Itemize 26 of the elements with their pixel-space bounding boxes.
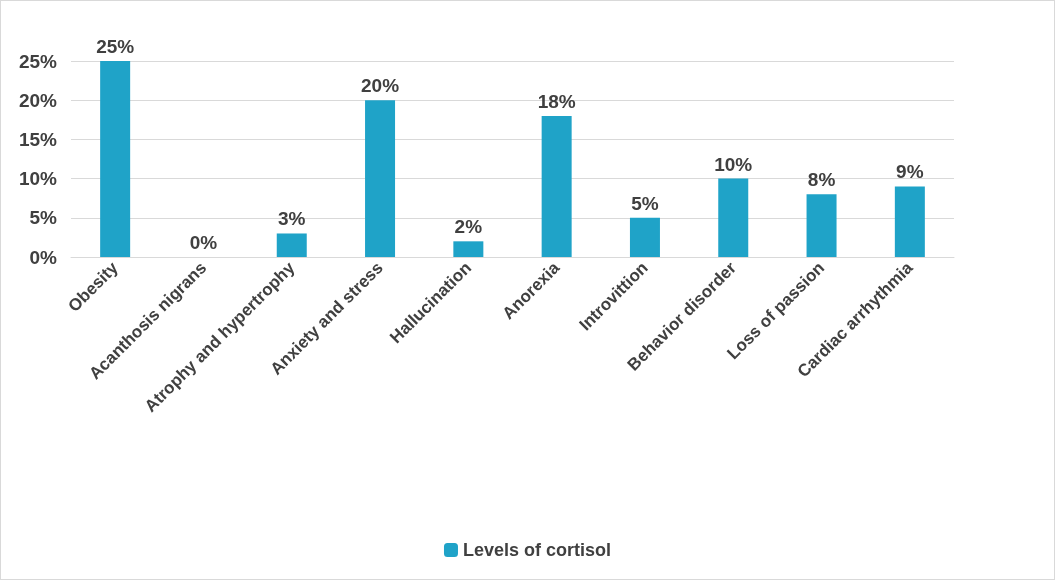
bar (276, 233, 307, 257)
bar (718, 178, 749, 257)
y-tick-label: 0% (29, 246, 58, 268)
data-label: 10% (714, 153, 753, 175)
bar (629, 217, 660, 257)
legend-label: Levels of cortisol (462, 540, 612, 560)
y-tick-label: 25% (18, 50, 58, 72)
data-label: 9% (896, 161, 924, 183)
bar (453, 241, 484, 257)
data-label: 5% (631, 192, 659, 214)
y-tick-label: 10% (18, 168, 58, 190)
bar (100, 61, 131, 257)
y-tick-label: 5% (29, 207, 58, 229)
data-label: 18% (537, 90, 576, 112)
y-tick-label: 15% (18, 128, 58, 150)
y-tick-label: 20% (18, 89, 58, 111)
data-label: 2% (454, 216, 483, 238)
data-label: 20% (361, 75, 400, 97)
data-label: 3% (278, 208, 306, 230)
bar (541, 115, 572, 257)
data-label: 0% (189, 232, 218, 253)
data-label: 8% (807, 169, 836, 191)
data-label: 25% (96, 36, 135, 57)
bar (365, 100, 396, 257)
bar (894, 186, 925, 257)
bar (806, 194, 837, 257)
